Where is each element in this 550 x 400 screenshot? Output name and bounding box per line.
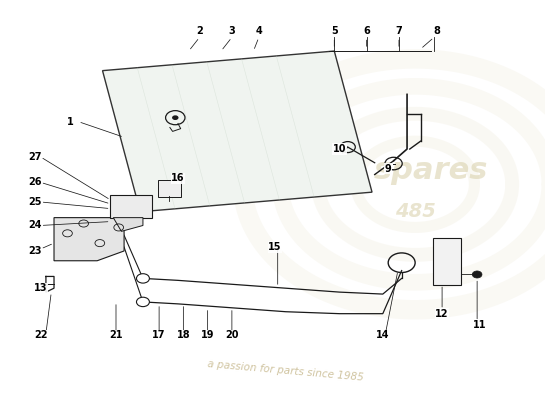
- Circle shape: [136, 297, 150, 307]
- FancyBboxPatch shape: [158, 180, 180, 197]
- Circle shape: [172, 115, 179, 120]
- Polygon shape: [54, 218, 124, 261]
- Polygon shape: [113, 218, 143, 231]
- Text: 24: 24: [29, 220, 42, 230]
- Text: 6: 6: [363, 26, 370, 36]
- Text: a passion for parts since 1985: a passion for parts since 1985: [207, 359, 364, 382]
- Text: 14: 14: [376, 330, 389, 340]
- Text: 8: 8: [433, 26, 440, 36]
- Text: 19: 19: [201, 330, 214, 340]
- Text: 12: 12: [436, 309, 449, 319]
- Text: 2: 2: [196, 26, 203, 36]
- Text: 26: 26: [29, 177, 42, 187]
- Text: 17: 17: [152, 330, 166, 340]
- Text: 10: 10: [333, 144, 346, 154]
- Text: 20: 20: [225, 330, 239, 340]
- Text: spares: spares: [374, 156, 488, 185]
- Text: 4: 4: [255, 26, 262, 36]
- Text: 21: 21: [109, 330, 123, 340]
- Text: 9: 9: [385, 164, 392, 174]
- Circle shape: [472, 271, 482, 278]
- Polygon shape: [102, 51, 372, 212]
- Text: 11: 11: [473, 320, 487, 330]
- FancyBboxPatch shape: [109, 195, 152, 218]
- Text: 22: 22: [34, 330, 47, 340]
- Text: 25: 25: [29, 197, 42, 207]
- Text: 23: 23: [29, 246, 42, 256]
- Text: 3: 3: [228, 26, 235, 36]
- FancyBboxPatch shape: [433, 238, 461, 285]
- Text: 27: 27: [29, 152, 42, 162]
- Text: 16: 16: [171, 174, 185, 184]
- Text: 13: 13: [34, 283, 47, 293]
- Circle shape: [136, 274, 150, 283]
- Text: 7: 7: [395, 26, 403, 36]
- Text: 15: 15: [268, 242, 282, 252]
- Text: 485: 485: [395, 202, 436, 221]
- Text: 1: 1: [67, 117, 74, 126]
- Text: 5: 5: [331, 26, 338, 36]
- Text: 18: 18: [177, 330, 190, 340]
